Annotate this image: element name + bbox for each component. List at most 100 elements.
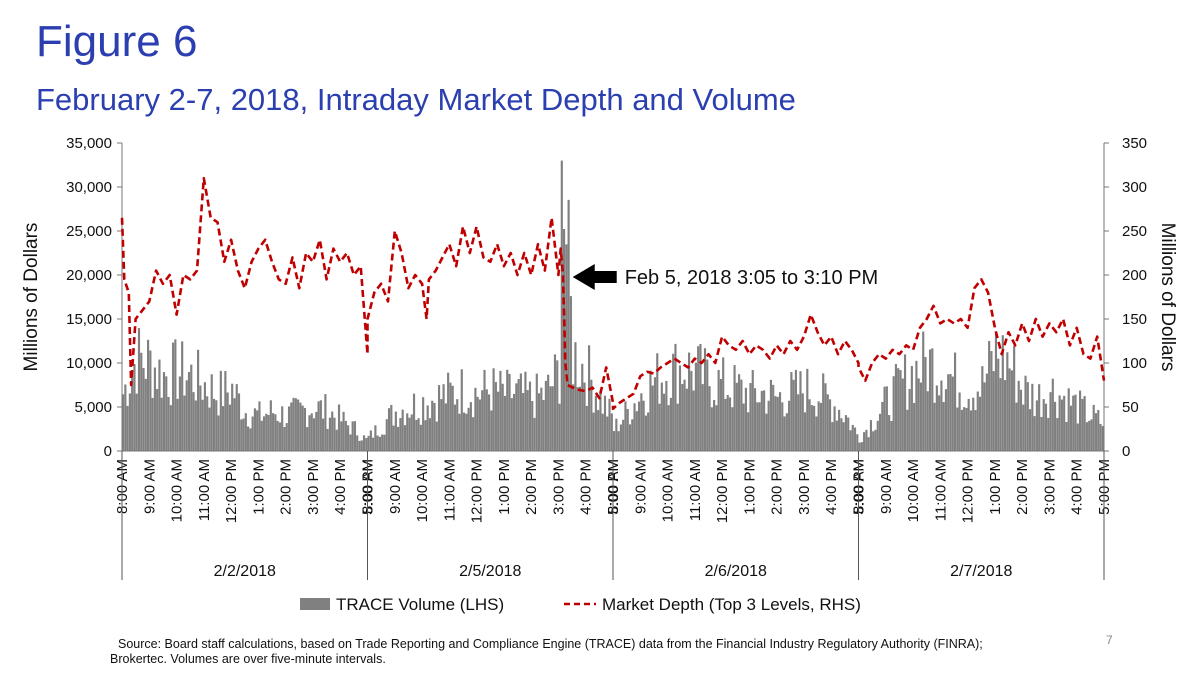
volume-bar — [756, 402, 759, 451]
volume-bar — [401, 409, 404, 451]
volume-bar — [165, 376, 168, 451]
left-tick-label: 25,000 — [66, 223, 112, 240]
volume-bar — [935, 385, 938, 451]
volume-bar — [640, 393, 643, 451]
volume-bar — [1099, 423, 1102, 451]
volume-bar — [647, 412, 650, 451]
volume-bar — [606, 416, 609, 451]
volume-bar — [322, 418, 325, 451]
volume-bar — [713, 400, 716, 451]
volume-bar — [540, 387, 543, 451]
volume-bar — [1058, 395, 1061, 451]
volume-bar — [551, 386, 554, 451]
volume-bar — [424, 420, 427, 451]
volume-bar — [542, 400, 545, 451]
volume-bar — [531, 401, 534, 451]
volume-bar — [999, 378, 1002, 451]
volume-bar — [292, 397, 295, 451]
volume-bar — [965, 407, 968, 451]
volume-bar — [385, 419, 388, 451]
volume-bar — [465, 413, 468, 451]
volume-bar — [485, 389, 488, 451]
volume-bar — [1060, 399, 1063, 451]
volume-bar — [392, 425, 395, 451]
volume-bar — [642, 400, 645, 451]
volume-bar — [799, 371, 802, 451]
volume-bar — [769, 379, 773, 451]
volume-bar — [174, 339, 177, 451]
volume-bar — [1008, 368, 1011, 451]
volume-bar — [1006, 352, 1009, 451]
volume-bar — [608, 398, 611, 451]
volume-bar — [738, 374, 741, 451]
volume-bar — [724, 398, 727, 451]
volume-bar — [649, 370, 652, 451]
volume-bar — [153, 367, 156, 451]
volume-bar — [710, 407, 713, 451]
volume-bar — [160, 397, 163, 451]
volume-bar — [556, 360, 559, 451]
volume-bar — [487, 394, 491, 451]
volume-bar — [1092, 404, 1095, 451]
volume-bar — [369, 430, 372, 451]
volume-bar — [669, 397, 672, 451]
volume-bar — [147, 339, 150, 451]
volume-bar — [660, 382, 663, 451]
volume-bar — [969, 410, 973, 451]
volume-bar — [613, 431, 616, 451]
time-tick-label: 11:00 AM — [196, 459, 213, 521]
volume-bar — [651, 385, 654, 451]
right-tick-label: 300 — [1122, 179, 1147, 196]
volume-bar — [753, 388, 757, 451]
volume-bar — [428, 418, 432, 451]
volume-bar — [256, 410, 259, 451]
volume-bar — [1040, 417, 1043, 451]
volume-bar — [278, 422, 282, 451]
volume-bar — [137, 328, 141, 451]
left-tick-label: 15,000 — [66, 311, 112, 328]
time-tick-label: 4:00 PM — [332, 459, 349, 515]
volume-bar — [819, 402, 823, 451]
volume-bar — [760, 390, 763, 451]
volume-bar — [201, 399, 204, 451]
volume-bar — [903, 354, 907, 451]
volume-bar — [690, 370, 693, 451]
time-tick-label: 11:00 AM — [441, 459, 458, 521]
day-label: 2/2/2018 — [214, 563, 276, 580]
volume-bar — [672, 353, 675, 451]
volume-bar — [508, 373, 511, 451]
day-label: 2/5/2018 — [459, 563, 521, 580]
volume-bar — [988, 340, 991, 451]
volume-bar — [478, 399, 482, 451]
chart-legend: TRACE Volume (LHS) Market Depth (Top 3 Le… — [300, 595, 861, 614]
volume-bar — [1001, 335, 1004, 451]
volume-bar — [456, 399, 459, 451]
volume-bar — [701, 384, 704, 451]
left-tick-label: 5,000 — [74, 399, 112, 416]
volume-bar — [458, 413, 461, 451]
volume-bar — [140, 352, 143, 451]
volume-bar — [1019, 389, 1023, 451]
time-tick-label: 9:00 AM — [387, 459, 404, 514]
volume-bar — [185, 380, 188, 451]
volume-bar — [594, 395, 597, 451]
volume-bar — [1038, 384, 1041, 451]
volume-bar — [619, 424, 622, 451]
volume-bar — [603, 395, 607, 451]
volume-bar — [249, 428, 252, 451]
volume-bar — [394, 411, 397, 451]
volume-bar — [281, 406, 284, 451]
volume-bar — [992, 371, 995, 451]
volume-bar — [503, 395, 507, 451]
volume-bar — [915, 360, 918, 451]
day-label: 2/7/2018 — [950, 563, 1012, 580]
volume-bar — [356, 435, 359, 451]
time-tick-label: 10:00 AM — [169, 459, 186, 522]
volume-bar — [658, 403, 661, 451]
volume-bar — [515, 383, 518, 451]
volume-bar — [626, 408, 629, 451]
volume-bar — [592, 412, 595, 451]
volume-bar — [444, 403, 447, 451]
volume-bar — [844, 415, 848, 451]
right-tick-label: 0 — [1122, 443, 1130, 460]
